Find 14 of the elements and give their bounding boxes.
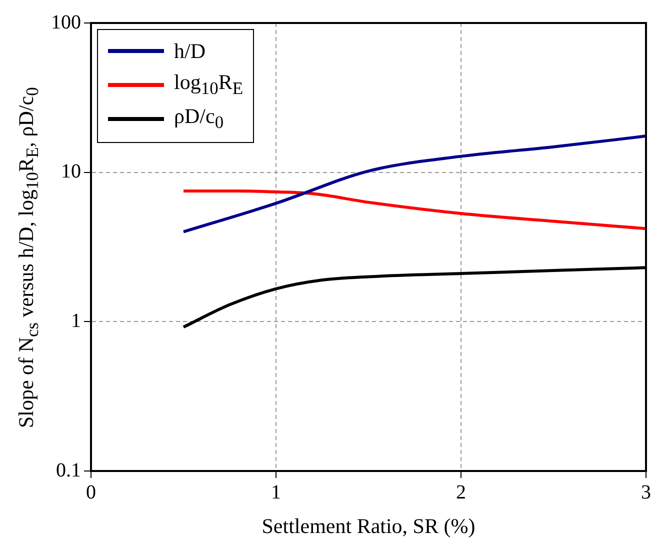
- x-tick-label: 3: [641, 481, 651, 504]
- line-series: [182, 134, 646, 234]
- y-tick-label: 100: [51, 11, 81, 34]
- x-tick-label: 1: [271, 481, 281, 504]
- legend-label: log$_{10}$R$_{E}$: [174, 70, 244, 100]
- y-tick-label: 10: [61, 160, 81, 183]
- legend-label: ρD/c$_{0}$: [174, 104, 224, 134]
- x-axis-title: Settlement Ratio, SR (%): [260, 514, 476, 539]
- legend-label: h/D: [174, 38, 206, 64]
- x-tick-label: 2: [456, 481, 466, 504]
- line-series: [182, 189, 646, 230]
- x-tick-label: 0: [86, 481, 96, 504]
- y-tick-label: 1: [71, 310, 81, 332]
- y-tick-label: 0.1: [56, 459, 81, 482]
